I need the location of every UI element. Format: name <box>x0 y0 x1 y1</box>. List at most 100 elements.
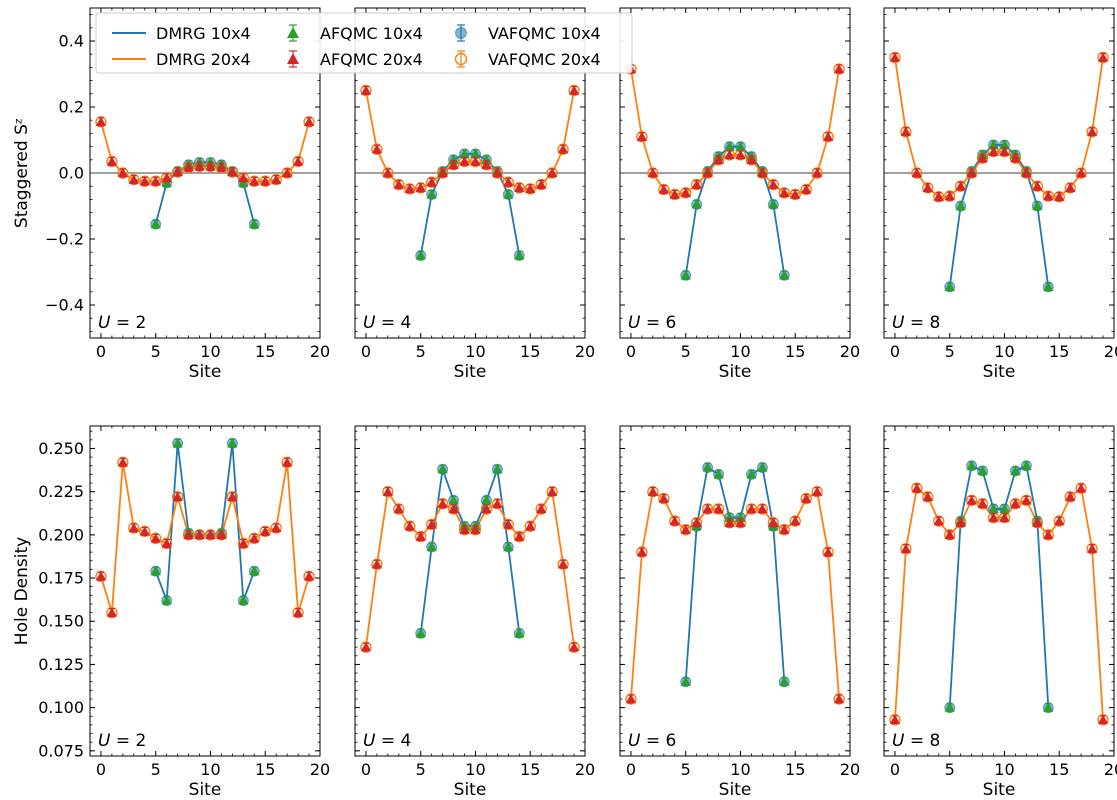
afqmc-20x4-point <box>437 498 448 508</box>
afqmc-20x4-point <box>172 491 183 501</box>
legend-label-dmrg20: DMRG 20x4 <box>156 50 251 69</box>
afqmc-20x4-point <box>1075 167 1087 178</box>
y-tick-label: −0.4 <box>45 296 84 315</box>
afqmc-20x4-point <box>194 529 205 540</box>
afqmc-20x4-point <box>128 522 140 533</box>
afqmc-20x4-point <box>292 156 304 166</box>
y-axis-label: Hole Density <box>12 537 32 645</box>
afqmc-20x4-point <box>636 131 648 141</box>
afqmc-20x4-point <box>303 116 315 127</box>
afqmc-20x4-point <box>647 167 659 178</box>
afqmc-20x4-point <box>216 162 227 172</box>
afqmc-20x4-point <box>216 529 227 540</box>
x-tick-label: 15 <box>255 342 275 361</box>
afqmc-20x4-point <box>966 167 977 178</box>
afqmc-20x4-point <box>1097 714 1109 724</box>
afqmc-20x4-point <box>911 167 923 178</box>
afqmc-20x4-point <box>459 524 470 534</box>
y-tick-label: 0.100 <box>38 698 84 717</box>
afqmc-20x4-point <box>503 177 514 187</box>
afqmc-20x4-point <box>669 189 680 199</box>
afqmc-20x4-point <box>106 607 118 617</box>
y-axis-label: Staggered Sᶻ <box>12 118 32 228</box>
afqmc-20x4-point <box>360 85 372 95</box>
x-tick-label: 0 <box>626 760 636 779</box>
afqmc-20x4-point <box>680 187 691 197</box>
afqmc-20x4-point <box>415 182 426 193</box>
plot-area <box>95 437 315 619</box>
afqmc-20x4-point <box>404 521 415 531</box>
afqmc-20x4-point <box>448 503 459 514</box>
afqmc-20x4-point <box>161 538 172 548</box>
panel-frame <box>883 7 1115 339</box>
afqmc-10x4-point <box>415 250 426 260</box>
afqmc-20x4-point <box>1086 543 1098 553</box>
y-tick-label: 0.4 <box>59 32 84 51</box>
y-tick-label: 0.0 <box>59 164 84 183</box>
afqmc-10x4-point <box>1043 702 1054 712</box>
x-tick-label: 20 <box>840 342 860 361</box>
afqmc-20x4-point <box>557 144 569 154</box>
afqmc-20x4-point <box>415 531 426 541</box>
afqmc-10x4-point <box>481 154 492 164</box>
afqmc-10x4-point <box>161 595 172 605</box>
y-tick-label: 0.175 <box>38 569 84 588</box>
panel-frame <box>619 7 851 339</box>
afqmc-20x4-point <box>150 533 161 543</box>
afqmc-20x4-point <box>150 176 161 186</box>
x-tick-label: 15 <box>1049 760 1069 779</box>
afqmc-20x4-point <box>1086 126 1098 136</box>
afqmc-20x4-point <box>933 191 944 201</box>
x-axis-label: Site <box>454 780 487 800</box>
plot-area <box>889 460 1109 726</box>
afqmc-20x4-point <box>702 503 713 514</box>
plot-area <box>625 461 845 705</box>
afqmc-20x4-point <box>557 559 569 569</box>
afqmc-10x4-point <box>768 199 779 209</box>
plot-area <box>620 63 850 281</box>
afqmc-20x4-point <box>900 126 912 136</box>
afqmc-20x4-point <box>281 167 293 178</box>
afqmc-20x4-point <box>238 172 249 183</box>
afqmc-10x4-point <box>999 503 1010 514</box>
y-tick-label: 0.125 <box>38 655 84 674</box>
afqmc-10x4-point <box>1021 460 1032 470</box>
afqmc-20x4-point <box>382 486 394 496</box>
afqmc-10x4-point <box>503 541 514 552</box>
afqmc-10x4-point <box>680 676 691 686</box>
x-tick-label: 10 <box>465 760 485 779</box>
panel-frame <box>354 425 586 757</box>
x-tick-label: 10 <box>200 342 220 361</box>
x-axis-label: Site <box>189 362 222 382</box>
x-tick-label: 20 <box>840 760 860 779</box>
afqmc-10x4-point <box>503 189 514 199</box>
afqmc-20x4-point <box>724 149 735 160</box>
afqmc-10x4-point <box>746 469 757 479</box>
x-tick-label: 15 <box>785 760 805 779</box>
afqmc-20x4-point <box>1032 517 1043 527</box>
afqmc-20x4-point <box>822 546 834 557</box>
panel-r2-c1: 0 5 10 15 20 Site 0.075 0.100 0.125 0.150 0.175 0.2… <box>12 425 330 800</box>
panel-label: U = 4 <box>363 313 411 333</box>
afqmc-20x4-point <box>779 187 790 197</box>
series-dmrg-20x4 <box>365 489 575 648</box>
afqmc-10x4-point <box>470 148 481 159</box>
x-tick-label: 5 <box>416 342 426 361</box>
afqmc-20x4-point <box>238 538 249 548</box>
afqmc-10x4-point <box>944 702 955 712</box>
afqmc-20x4-point <box>790 515 801 526</box>
x-tick-label: 0 <box>890 760 900 779</box>
afqmc-10x4-point <box>691 199 702 209</box>
series-dmrg-20x4 <box>894 57 1104 198</box>
afqmc-10x4-point <box>150 218 161 229</box>
afqmc-20x4-point <box>260 176 271 186</box>
x-tick-label: 20 <box>310 760 330 779</box>
panel-r2-c3: 0 5 10 15 20 Site U = 6 <box>619 425 860 800</box>
afqmc-20x4-point <box>977 152 988 163</box>
afqmc-20x4-point <box>713 503 724 514</box>
afqmc-20x4-point <box>270 174 282 184</box>
x-tick-label: 15 <box>520 760 540 779</box>
series-dmrg-20x4 <box>365 90 575 190</box>
panel-frame <box>883 425 1115 757</box>
afqmc-10x4-point <box>944 281 955 292</box>
